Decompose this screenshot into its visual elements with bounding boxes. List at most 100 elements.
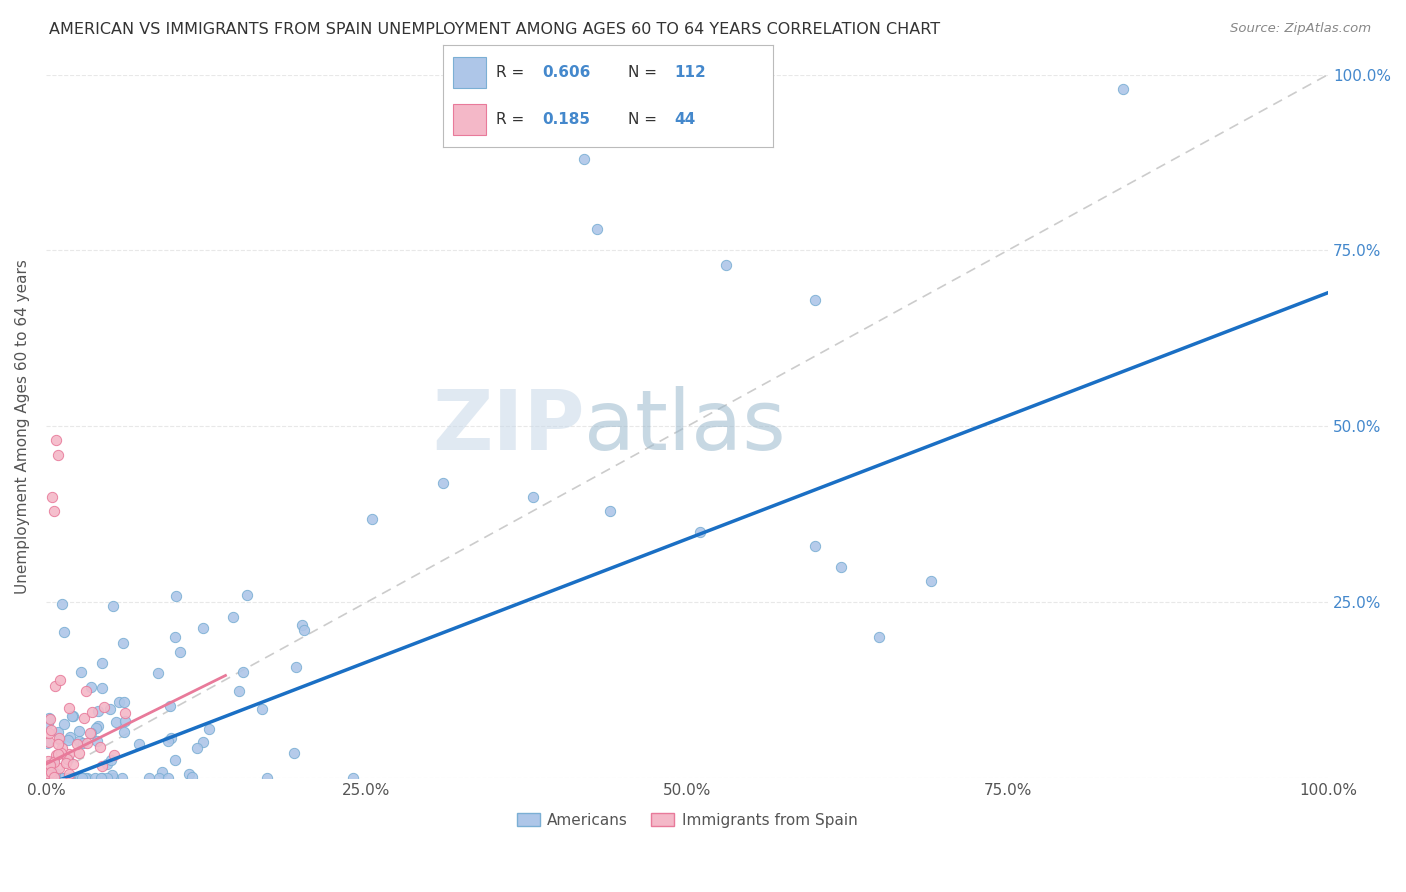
Point	[1112, 81, 1135, 95]
Text: R =: R =	[496, 112, 524, 127]
Point	[138, 771, 160, 785]
Point	[114, 714, 136, 729]
Point	[87, 719, 110, 733]
Point	[804, 293, 827, 307]
Point	[689, 524, 711, 539]
Point	[70, 771, 93, 785]
Point	[111, 771, 134, 785]
Point	[51, 741, 73, 756]
Legend: Americans, Immigrants from Spain: Americans, Immigrants from Spain	[510, 806, 863, 834]
Point	[574, 152, 596, 166]
Point	[103, 748, 125, 763]
Point	[84, 721, 107, 735]
Point	[58, 771, 80, 785]
Point	[58, 747, 80, 761]
Point	[62, 757, 84, 772]
Point	[62, 771, 84, 785]
Point	[49, 673, 72, 688]
Point	[112, 724, 135, 739]
Point	[37, 771, 59, 785]
Point	[156, 771, 179, 785]
Point	[62, 709, 84, 723]
Point	[80, 726, 103, 740]
Point	[56, 752, 79, 766]
Point	[42, 504, 65, 518]
Point	[51, 746, 73, 760]
Point	[59, 730, 82, 744]
Point	[830, 560, 852, 574]
Text: 0.185: 0.185	[543, 112, 591, 127]
Text: N =: N =	[628, 112, 657, 127]
Point	[159, 698, 181, 713]
Point	[804, 539, 827, 553]
Point	[67, 723, 90, 738]
Point	[48, 761, 70, 775]
Point	[58, 752, 80, 766]
Point	[222, 610, 245, 624]
Point	[38, 726, 60, 740]
Point	[250, 702, 273, 716]
Point	[45, 434, 67, 448]
Point	[59, 771, 82, 785]
Point	[46, 448, 69, 462]
Point	[193, 735, 215, 749]
Point	[177, 767, 200, 781]
Point	[44, 679, 66, 693]
Point	[91, 681, 114, 696]
Point	[100, 754, 122, 768]
Point	[920, 574, 942, 589]
Point	[105, 714, 128, 729]
Point	[52, 716, 75, 731]
Point	[69, 771, 91, 785]
Point	[58, 767, 80, 781]
Point	[157, 734, 180, 748]
Point	[39, 757, 62, 772]
Point	[292, 624, 315, 638]
Point	[39, 771, 62, 785]
Point	[80, 705, 103, 719]
Point	[96, 771, 118, 785]
Point	[41, 764, 63, 779]
Point	[111, 635, 134, 649]
Point	[39, 723, 62, 737]
Point	[55, 756, 77, 770]
Point	[38, 711, 60, 725]
Point	[868, 631, 890, 645]
Point	[83, 771, 105, 785]
Point	[38, 712, 60, 726]
Point	[49, 733, 72, 747]
Point	[198, 723, 221, 737]
Point	[96, 757, 118, 772]
Point	[76, 771, 98, 785]
Point	[112, 695, 135, 709]
Point	[53, 771, 76, 785]
Point	[236, 588, 259, 602]
Point	[75, 684, 97, 698]
Point	[166, 589, 188, 603]
Point	[51, 771, 73, 785]
Point	[163, 630, 186, 644]
Point	[37, 771, 59, 785]
Point	[146, 665, 169, 680]
Text: N =: N =	[628, 65, 657, 79]
Point	[128, 737, 150, 751]
Point	[90, 656, 112, 670]
Point	[186, 741, 208, 756]
Point	[90, 771, 112, 785]
Point	[290, 617, 312, 632]
Point	[51, 771, 73, 785]
Point	[58, 701, 80, 715]
Point	[361, 512, 384, 526]
Point	[599, 504, 621, 518]
Point	[46, 737, 69, 751]
Point	[37, 715, 59, 730]
Point	[41, 771, 63, 785]
Point	[90, 771, 112, 785]
Point	[165, 753, 187, 767]
Point	[79, 725, 101, 739]
Point	[58, 771, 80, 785]
Point	[65, 771, 87, 785]
Bar	[453, 104, 486, 135]
Point	[169, 645, 191, 659]
Point	[284, 660, 307, 674]
